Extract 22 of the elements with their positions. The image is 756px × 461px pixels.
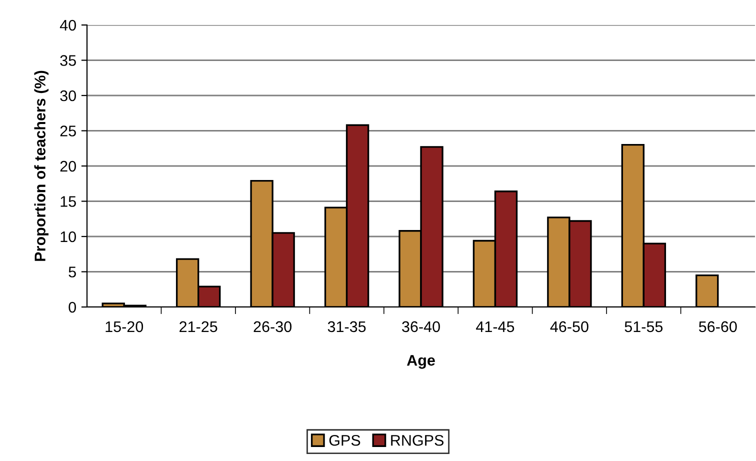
y-tick-label: 10: [60, 231, 76, 242]
x-tick-label: 56-60: [698, 321, 737, 332]
x-tick-label: 51-55: [624, 321, 663, 332]
y-tick-label: 35: [60, 55, 76, 66]
y-tick-label: 20: [60, 160, 76, 172]
y-tick-label: 40: [60, 20, 76, 31]
legend-label: GPS: [329, 434, 360, 446]
y-axis-title: Proportion of teachers (%): [34, 70, 48, 261]
x-tick-label: 26-30: [254, 321, 292, 332]
x-tick-label: 41-45: [476, 321, 514, 332]
x-axis-title: Age: [406, 355, 435, 369]
legend-label: RNGPS: [391, 434, 444, 446]
y-tick-label: 15: [60, 196, 76, 207]
y-tick-label: 0: [68, 302, 76, 313]
x-tick-label: 21-25: [180, 321, 218, 332]
y-tick-label: 5: [68, 266, 76, 278]
x-tick-label: 31-35: [328, 321, 366, 332]
x-tick-label: 36-40: [402, 321, 440, 332]
y-tick-label: 25: [60, 126, 76, 136]
y-tick-label: 30: [60, 90, 76, 102]
x-tick-label: 46-50: [550, 321, 588, 332]
x-tick-label: 15-20: [106, 321, 144, 332]
